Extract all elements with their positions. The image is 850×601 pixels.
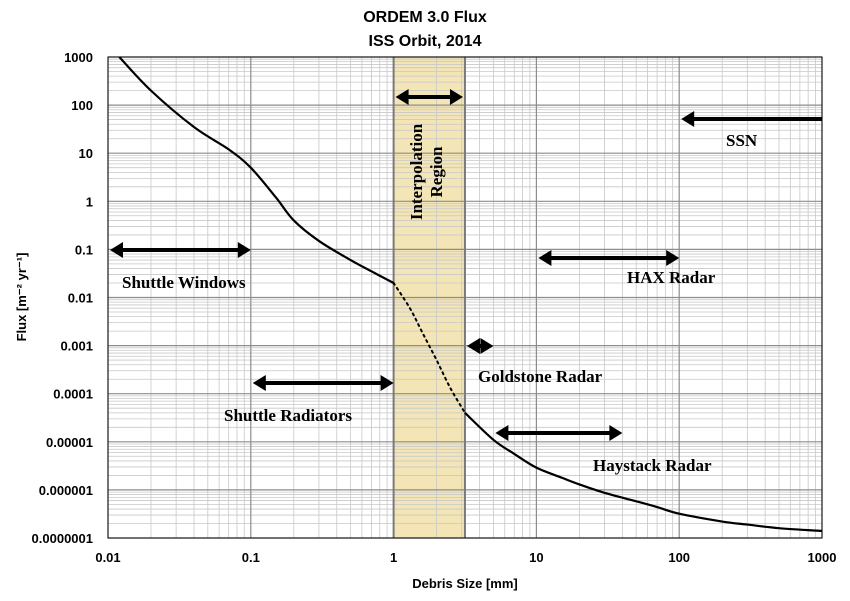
goldstone-radar-arrow bbox=[466, 338, 494, 354]
x-tick-label: 0.01 bbox=[95, 550, 120, 565]
ssn-arrow bbox=[681, 111, 822, 127]
x-tick-label: 1000 bbox=[808, 550, 837, 565]
arrow-layer bbox=[110, 89, 822, 441]
annotation-shuttle-windows: Shuttle Windows bbox=[122, 273, 246, 292]
shuttle-radiators-arrow bbox=[252, 375, 394, 391]
haystack-radar-arrow-head-right bbox=[609, 425, 623, 441]
y-tick-label: 0.001 bbox=[60, 339, 93, 354]
goldstone-radar-arrow-head-right bbox=[480, 338, 494, 354]
series-layer bbox=[118, 56, 823, 533]
hax-radar-arrow-head-right bbox=[666, 250, 680, 266]
interpolation-region-arrow bbox=[395, 89, 463, 105]
interpolation-region-label-line1: Interpolation bbox=[407, 123, 426, 220]
shuttle-radiators-arrow-head-right bbox=[380, 375, 394, 391]
interpolation-region-arrow-head-left bbox=[395, 89, 409, 105]
y-tick-label: 0.1 bbox=[75, 242, 93, 257]
shuttle-windows-arrow bbox=[110, 242, 251, 258]
annotation-haystack-radar: Haystack Radar bbox=[593, 456, 712, 475]
chart-subtitle: ISS Orbit, 2014 bbox=[369, 33, 482, 50]
x-axis-label: Debris Size [mm] bbox=[412, 576, 517, 591]
hax-radar-arrow bbox=[538, 250, 680, 266]
interpolation-region-arrow-head-right bbox=[449, 89, 463, 105]
x-tick-label: 10 bbox=[529, 550, 543, 565]
x-tick-labels: 0.01 0.1 1 10 100 1000 bbox=[95, 550, 836, 565]
y-tick-label: 10 bbox=[79, 146, 93, 161]
x-tick-label: 100 bbox=[668, 550, 690, 565]
flux-curve-segment-1 bbox=[118, 56, 395, 284]
ssn-arrow-head-left bbox=[681, 111, 695, 127]
chart-title: ORDEM 3.0 Flux bbox=[363, 9, 487, 26]
y-tick-label: 0.000001 bbox=[39, 483, 93, 498]
shuttle-windows-arrow-head-left bbox=[110, 242, 123, 258]
grid-layer bbox=[107, 56, 823, 539]
x-tick-label: 1 bbox=[390, 550, 397, 565]
interpolation-region-label-line2: Region bbox=[427, 146, 446, 198]
y-tick-label: 0.0001 bbox=[53, 387, 93, 402]
y-tick-label: 100 bbox=[71, 98, 93, 113]
flux-curve-segment-3 bbox=[464, 412, 823, 533]
y-axis-label: Flux [m⁻² yr⁻¹] bbox=[14, 253, 29, 342]
y-tick-labels: 1000 100 10 1 0.1 0.01 0.001 0.0001 0.00001 0.000… bbox=[32, 50, 93, 546]
y-tick-label: 1000 bbox=[64, 50, 93, 65]
annotation-ssn: SSN bbox=[726, 131, 758, 150]
haystack-radar-arrow-head-left bbox=[495, 425, 509, 441]
plot-frame bbox=[107, 56, 823, 539]
y-tick-label: 1 bbox=[86, 194, 93, 209]
shuttle-radiators-arrow-head-left bbox=[252, 375, 266, 391]
flux-curve-segment-2 bbox=[392, 282, 466, 414]
haystack-radar-arrow bbox=[495, 425, 623, 441]
x-tick-label: 0.1 bbox=[242, 550, 260, 565]
hax-radar-arrow-head-left bbox=[538, 250, 552, 266]
y-tick-label: 0.00001 bbox=[46, 435, 93, 450]
annotation-shuttle-radiators: Shuttle Radiators bbox=[224, 406, 352, 425]
annotation-goldstone-radar: Goldstone Radar bbox=[478, 367, 603, 386]
y-tick-label: 0.01 bbox=[68, 291, 93, 306]
goldstone-radar-arrow-head-left bbox=[466, 338, 480, 354]
y-tick-label: 0.0000001 bbox=[32, 531, 93, 546]
annotation-hax-radar: HAX Radar bbox=[627, 268, 716, 287]
shuttle-windows-arrow-head-right bbox=[237, 242, 251, 258]
